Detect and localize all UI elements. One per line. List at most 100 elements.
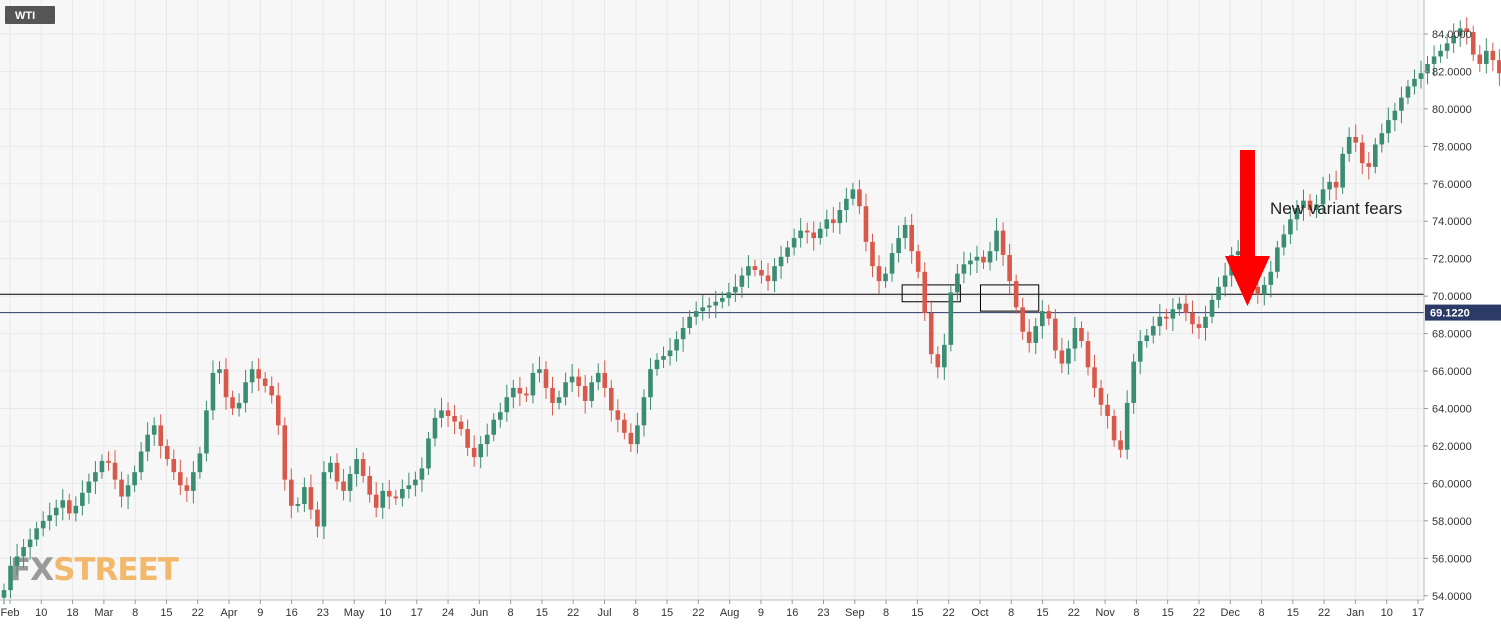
candle — [1000, 222, 1006, 266]
candle — [543, 361, 549, 399]
candle-body — [739, 275, 745, 287]
candle — [1268, 260, 1274, 298]
candle — [1412, 69, 1417, 95]
candle — [432, 408, 438, 447]
candle-body — [817, 228, 823, 239]
candle-body — [713, 301, 719, 306]
candle — [1405, 79, 1411, 105]
candle-body — [354, 459, 359, 475]
candle — [132, 465, 137, 492]
candle — [191, 461, 196, 504]
candle-body — [1105, 404, 1110, 416]
candle — [308, 474, 314, 520]
candle-body — [1059, 350, 1065, 364]
candle-body — [889, 253, 895, 274]
down-arrow-shaft — [1240, 150, 1255, 256]
candle-body — [791, 238, 797, 248]
candle — [223, 358, 229, 410]
candle — [569, 364, 575, 392]
candle-body — [125, 485, 131, 497]
candle — [1196, 316, 1202, 340]
candle — [524, 386, 529, 402]
candle-body — [210, 372, 216, 411]
candle — [471, 435, 477, 467]
candle-body — [1124, 402, 1130, 450]
candle — [40, 511, 46, 537]
candle-body — [850, 189, 856, 199]
x-tick-label: 22 — [192, 607, 204, 619]
candle-body — [367, 475, 372, 495]
candle-body — [256, 369, 261, 379]
candle — [171, 449, 177, 481]
candle — [1013, 274, 1019, 314]
x-tick-label: 24 — [442, 607, 454, 619]
candle — [563, 372, 568, 406]
candle — [661, 346, 666, 368]
candle — [974, 245, 980, 274]
y-tick-label: 78.0000 — [1432, 141, 1472, 153]
candle-body — [1484, 50, 1489, 64]
candle-body — [1307, 200, 1313, 210]
y-tick-label: 58.0000 — [1432, 516, 1472, 528]
candle-body — [1000, 230, 1006, 255]
y-tick-label: 70.0000 — [1432, 291, 1472, 303]
candle-body — [432, 417, 438, 439]
x-tick-label: 22 — [1068, 607, 1080, 619]
candle — [119, 471, 124, 508]
candle-body — [726, 292, 732, 299]
candle — [406, 472, 412, 499]
x-tick-label: 15 — [1162, 607, 1174, 619]
candle-body — [1183, 303, 1189, 313]
x-tick-label: 22 — [1193, 607, 1205, 619]
candle — [210, 360, 216, 420]
candle-body — [1164, 316, 1169, 319]
candle — [256, 358, 261, 392]
candle-body — [1340, 153, 1345, 188]
candle-body — [1268, 271, 1274, 285]
candle — [811, 221, 817, 251]
candle — [746, 255, 751, 289]
candle-body — [635, 425, 640, 445]
candle — [341, 468, 346, 501]
candle-body — [648, 369, 653, 398]
candle-body — [1046, 311, 1052, 319]
candle — [687, 310, 692, 335]
candle-body — [785, 247, 790, 257]
candle-body — [831, 219, 836, 224]
candle-body — [622, 419, 627, 433]
candle-body — [1020, 307, 1025, 332]
candle — [935, 346, 941, 379]
candle-body — [413, 479, 418, 486]
candle — [465, 419, 470, 456]
candle-body — [674, 339, 679, 351]
candle — [275, 382, 281, 435]
candle — [948, 285, 954, 352]
candle — [1046, 304, 1052, 326]
candle — [889, 243, 895, 282]
candle-body — [400, 489, 405, 499]
symbol-label-text: WTI — [15, 10, 35, 22]
candle — [804, 222, 810, 244]
x-tick-label: 10 — [379, 607, 391, 619]
candle — [1359, 134, 1365, 175]
candle-body — [1177, 303, 1182, 310]
candle — [674, 331, 679, 362]
candle — [1026, 319, 1032, 353]
candle-body — [1013, 281, 1019, 308]
y-tick-label: 84.0000 — [1432, 29, 1472, 41]
candle — [1079, 321, 1084, 348]
candle — [1366, 152, 1372, 180]
candle — [400, 479, 405, 507]
candle — [138, 442, 144, 481]
candle-body — [922, 271, 928, 313]
candle — [125, 474, 131, 510]
candle-body — [1007, 254, 1012, 282]
candle-body — [1333, 181, 1339, 188]
candle — [204, 400, 209, 462]
candle — [1288, 206, 1293, 244]
candle — [367, 466, 372, 503]
x-tick-label: May — [344, 607, 365, 619]
candle — [99, 454, 105, 479]
candle-body — [158, 425, 164, 446]
candle — [772, 258, 777, 293]
